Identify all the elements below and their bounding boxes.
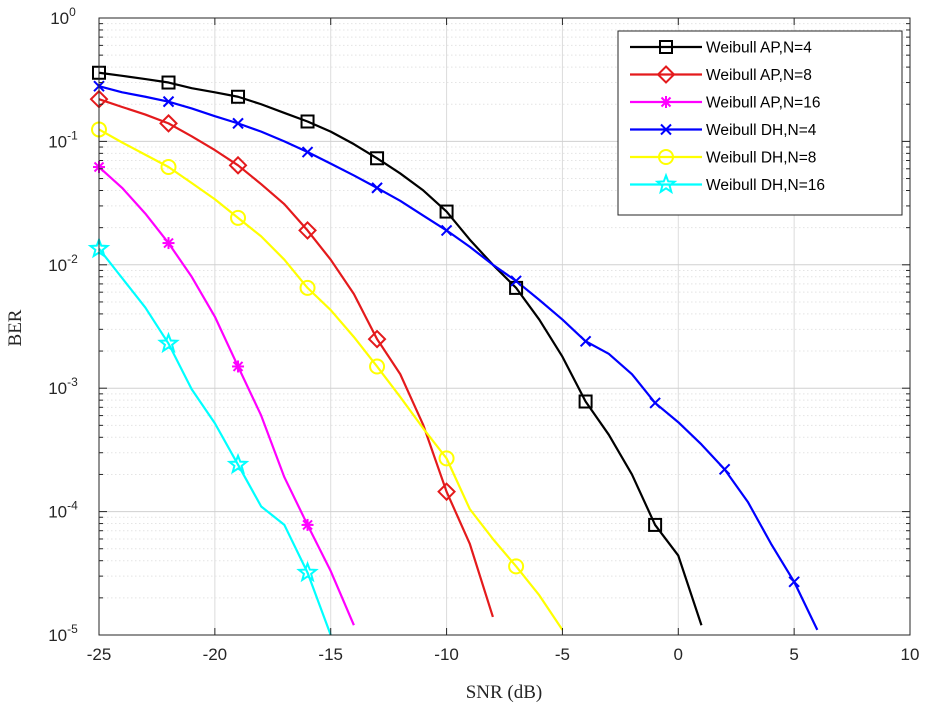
series-markers [87,65,800,588]
x-axis-ticks: -25 -20 -15 -10 -5 0 5 10 [87,18,920,664]
legend: Weibull AP,N=4 Weibull AP,N=8 Weibull AP,N… [617,30,903,216]
y-axis-ticks: 10-5 10-4 10-3 10-2 10-1 100 [48,5,910,645]
series-line-5 [98,128,564,631]
series-5-marker [438,450,455,467]
legend-marker [660,96,672,108]
series-2-marker [437,482,456,502]
x-tick-label: -15 [318,645,343,664]
x-tick-label: -10 [434,645,459,664]
legend-label: Weibull DH,N=8 [706,150,816,167]
series-1-marker [439,204,454,219]
series-4-marker [718,463,731,476]
y-tick-label: 10-4 [48,499,78,522]
legend-entry: Weibull AP,N=16 [630,95,820,112]
legend-label: Weibull AP,N=16 [706,95,820,112]
y-axis-label: BER [5,309,26,346]
series-2-marker [228,155,248,175]
legend-entry: Weibull DH,N=4 [630,122,817,139]
series-line-3 [98,166,355,626]
series-6-marker [157,331,180,354]
series-5-marker [299,279,316,296]
series-6-marker [296,560,319,583]
legend-marker [659,40,673,54]
series-1-marker [300,114,315,129]
series-6-marker [226,452,250,475]
y-tick-label: 10-1 [48,128,78,151]
series-3-marker [232,360,245,373]
series-4-marker [649,397,661,409]
series-4-marker [301,146,314,158]
series-line-6 [98,248,332,636]
series-2-marker [298,220,317,240]
series-4-marker [788,576,800,588]
x-tick-label: -25 [87,645,112,664]
series-line-2 [98,98,494,618]
series-5-marker [160,159,177,176]
legend-marker [658,149,674,165]
x-tick-label: 10 [901,645,920,664]
series-4-marker [579,335,592,347]
x-tick-label: 0 [674,645,683,664]
series-3-marker [162,237,175,250]
y-tick-label: 10-2 [48,252,78,275]
series-4-marker [371,182,383,194]
legend-marker [656,65,676,84]
legend-entry: Weibull AP,N=4 [630,40,812,57]
series-5-marker [230,209,247,226]
series-1-marker [231,89,246,104]
legend-marker [654,172,678,195]
series-2-marker [367,329,387,349]
series-1-marker [370,151,385,166]
series-1-marker [648,517,663,532]
y-tick-label: 10-5 [48,622,78,645]
series-4-marker [440,224,453,237]
series-3-marker [301,518,314,531]
x-axis-label: SNR (dB) [466,682,543,703]
series-line-1 [98,71,703,626]
series-1-marker [161,75,176,90]
series-2-marker [159,113,178,133]
x-tick-label: -20 [203,645,228,664]
legend-entry: Weibull DH,N=16 [630,172,825,195]
legend-label: Weibull DH,N=16 [706,177,825,194]
series-4-marker [162,95,175,108]
series-5-marker [369,358,386,375]
y-tick-label: 100 [50,5,76,28]
series-5-marker [508,558,525,575]
series-1-marker [578,394,593,409]
x-tick-label: -5 [555,645,570,664]
series-4-marker [510,275,522,287]
plot-frame [98,17,911,636]
legend-entry: Weibull DH,N=8 [630,149,816,167]
series-4-marker [232,117,244,130]
legend-label: Weibull AP,N=4 [706,40,812,57]
x-tick-label: 5 [789,645,798,664]
legend-entry: Weibull AP,N=8 [630,65,812,84]
y-tick-label: 10-3 [48,375,78,398]
legend-label: Weibull DH,N=4 [706,122,817,139]
series-lines [98,71,819,636]
series-line-4 [98,85,819,631]
legend-label: Weibull AP,N=8 [706,67,812,84]
legend-marker [660,123,672,136]
